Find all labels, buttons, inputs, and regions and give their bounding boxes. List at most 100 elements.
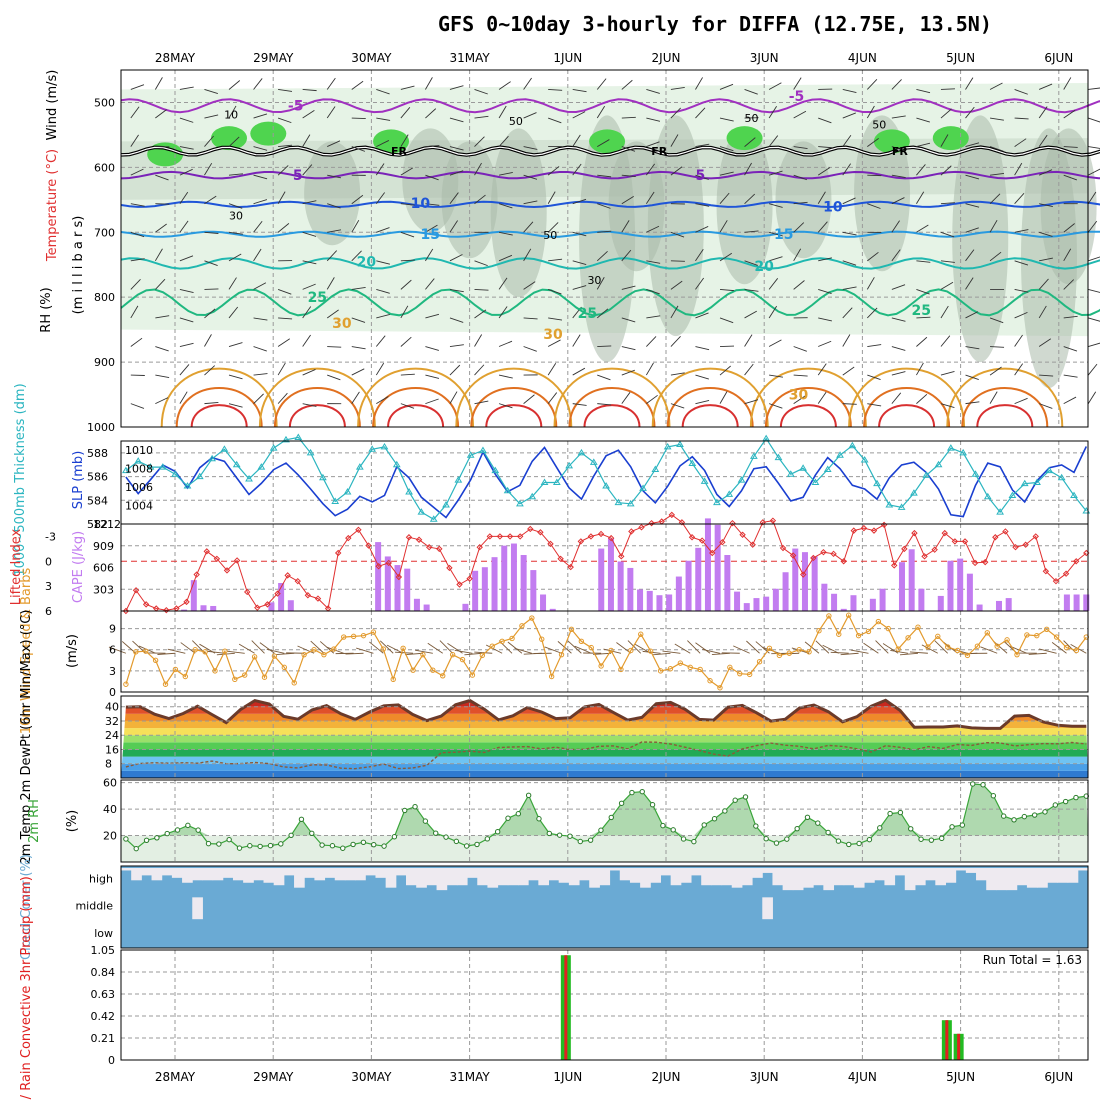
wind-barb — [695, 399, 710, 405]
wind10-barb — [180, 642, 196, 654]
lifted-index-point — [607, 534, 615, 542]
lifted-index-point — [476, 543, 483, 551]
wind-barb — [302, 110, 315, 119]
lifted-index-point — [961, 538, 969, 545]
wind-barb — [965, 374, 979, 380]
wind-barb — [646, 315, 661, 319]
wind-barb — [572, 111, 586, 119]
wind-barb — [179, 255, 194, 262]
lifted-index-point — [193, 571, 200, 578]
rh2m-point — [846, 841, 852, 848]
wind10-point — [905, 635, 911, 641]
thickness-point — [343, 488, 352, 495]
cloud-high-gap — [833, 868, 845, 886]
wind-barb — [1014, 334, 1023, 347]
wind-barb — [572, 306, 582, 319]
thickness-point — [1057, 473, 1066, 481]
wind-barb — [597, 203, 611, 209]
wind-barb — [204, 402, 219, 405]
rh2m-point — [1021, 813, 1028, 820]
lifted-index-point — [719, 539, 726, 546]
wind-barb — [351, 368, 365, 376]
wind-barb — [744, 89, 758, 95]
wind10-barb — [297, 645, 315, 654]
temp-band — [121, 763, 1088, 771]
wind-barb — [228, 136, 240, 147]
wind-barb — [130, 403, 145, 409]
temp-band — [121, 749, 1088, 757]
thickness-point — [786, 470, 795, 477]
wind-barb — [646, 260, 661, 264]
wind-barb — [449, 192, 459, 204]
cloud-high-gap — [660, 868, 672, 876]
wind-barb — [1063, 146, 1078, 148]
wind-barb — [695, 374, 709, 380]
wind10-point — [529, 615, 535, 621]
cloud-high-gap — [986, 868, 997, 891]
rh2m-point — [123, 836, 129, 842]
wind-barb — [621, 220, 630, 233]
wind-barb — [621, 174, 636, 178]
temp-band — [121, 770, 1088, 778]
wind10-point — [321, 651, 327, 658]
cloud-high-gap — [650, 868, 661, 883]
isotherm-line — [120, 170, 1100, 180]
wind-barb — [891, 317, 906, 322]
wind-barb — [327, 346, 342, 348]
wind-barb — [302, 403, 317, 407]
pressure-tick-label: 800 — [94, 291, 115, 304]
temp-band — [121, 713, 1088, 721]
cape-bar — [481, 567, 488, 611]
lifted-index-point — [971, 559, 979, 567]
date-label-bottom: 6JUN — [1044, 1070, 1073, 1084]
thickness-tick-label: 584 — [87, 494, 108, 507]
precip-convective-bar — [564, 955, 568, 1060]
wind-barb — [990, 173, 1005, 176]
wind-barb — [719, 171, 734, 176]
wind-barb — [376, 227, 390, 233]
rh2m-point — [185, 822, 191, 829]
wind-barb — [179, 288, 194, 294]
wind-barb — [719, 391, 728, 404]
wind-barb — [548, 317, 563, 321]
wind-barb — [965, 174, 980, 180]
wind-barb — [498, 203, 513, 209]
wind-barb — [327, 140, 341, 148]
isotherm-label: 30 — [789, 388, 809, 404]
thickness-point — [577, 448, 586, 456]
cloud-high-gap — [202, 868, 214, 881]
wind-barb — [326, 106, 336, 119]
wind10-point — [618, 666, 624, 673]
rh2m-point — [484, 836, 491, 842]
thickness-point — [996, 508, 1004, 515]
wind-barb — [278, 317, 293, 320]
cloud-high-gap — [1077, 868, 1089, 871]
wind10-point — [380, 646, 387, 652]
wind-barb — [940, 134, 949, 147]
wind-barb — [793, 395, 806, 405]
wind-barb — [646, 336, 657, 347]
wind-barb — [474, 288, 489, 291]
cloud-high-gap — [894, 868, 906, 876]
wind10-barb — [447, 643, 463, 654]
wind-barb — [277, 223, 290, 233]
thickness-point — [873, 479, 881, 487]
lifted-index-point — [830, 550, 837, 558]
wind-barb — [572, 134, 581, 147]
wind10-point — [1024, 632, 1030, 638]
cape-bar — [734, 591, 741, 611]
cloud-high-gap — [670, 868, 682, 886]
wind-barb — [867, 344, 882, 347]
date-label-top: 30MAY — [351, 51, 392, 65]
lifted-index-point — [810, 554, 817, 562]
wind10-barb — [310, 640, 325, 654]
wind-barb — [253, 78, 263, 90]
wind-barb — [376, 313, 390, 319]
cloud-high-gap — [711, 868, 723, 886]
wind10-barb — [157, 652, 176, 655]
rh2m-point — [319, 842, 325, 848]
wind-barb — [130, 168, 144, 176]
wind-barb — [1014, 229, 1029, 233]
thickness-point — [983, 492, 992, 500]
wind-barb — [793, 248, 802, 262]
